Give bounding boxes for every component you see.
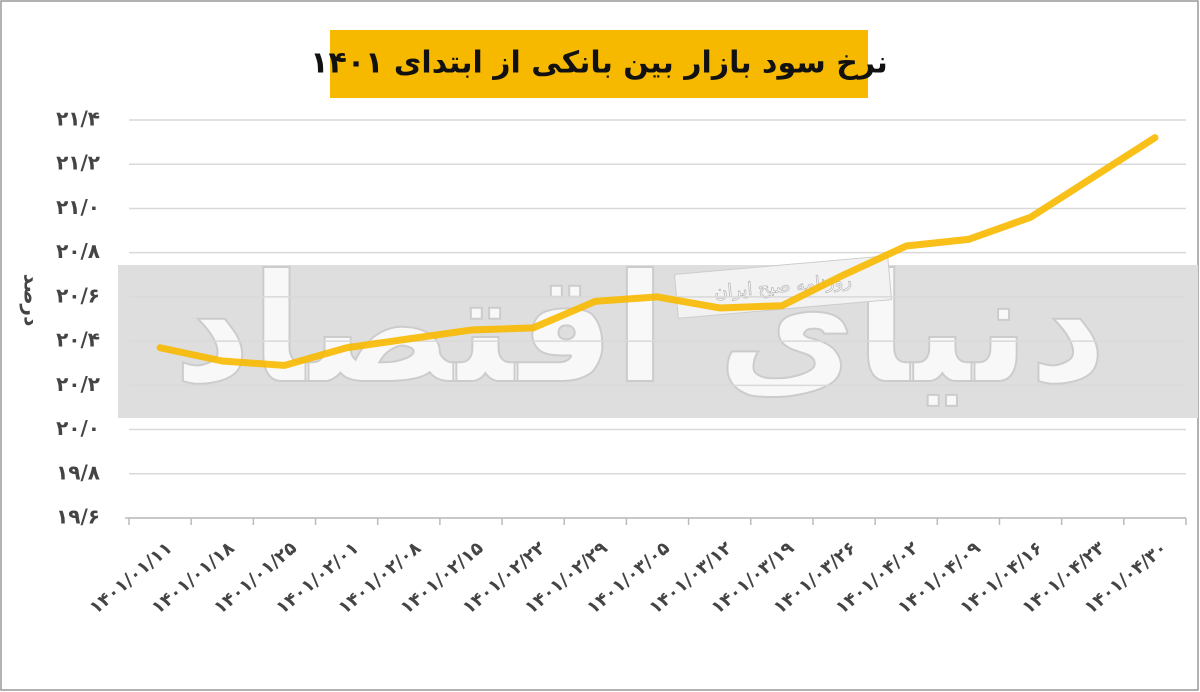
y-tick-label: ۲۱/۲ [56, 151, 100, 175]
chart-title: نرخ سود بازار بین بانکی از ابتدای ۱۴۰۱ [310, 46, 888, 81]
title-box [330, 30, 868, 98]
y-tick-label: ۲۱/۴ [56, 107, 100, 131]
y-tick-label: ۲۰/۰ [56, 416, 100, 440]
y-axis-title: درصد [20, 274, 44, 327]
y-tick-label: ۱۹/۸ [56, 460, 100, 484]
line-series [156, 134, 1159, 369]
y-tick-label: ۲۱/۰ [56, 195, 100, 219]
y-tick-label: ۲۰/۲ [56, 372, 100, 396]
y-tick-label: ۲۰/۸ [56, 239, 100, 263]
y-tick-label: ۲۰/۶ [56, 283, 100, 307]
y-tick-label: ۱۹/۶ [56, 505, 100, 529]
watermark-logo: دنیای اقتصاد [174, 243, 1107, 417]
y-tick-label: ۲۰/۴ [56, 328, 100, 352]
